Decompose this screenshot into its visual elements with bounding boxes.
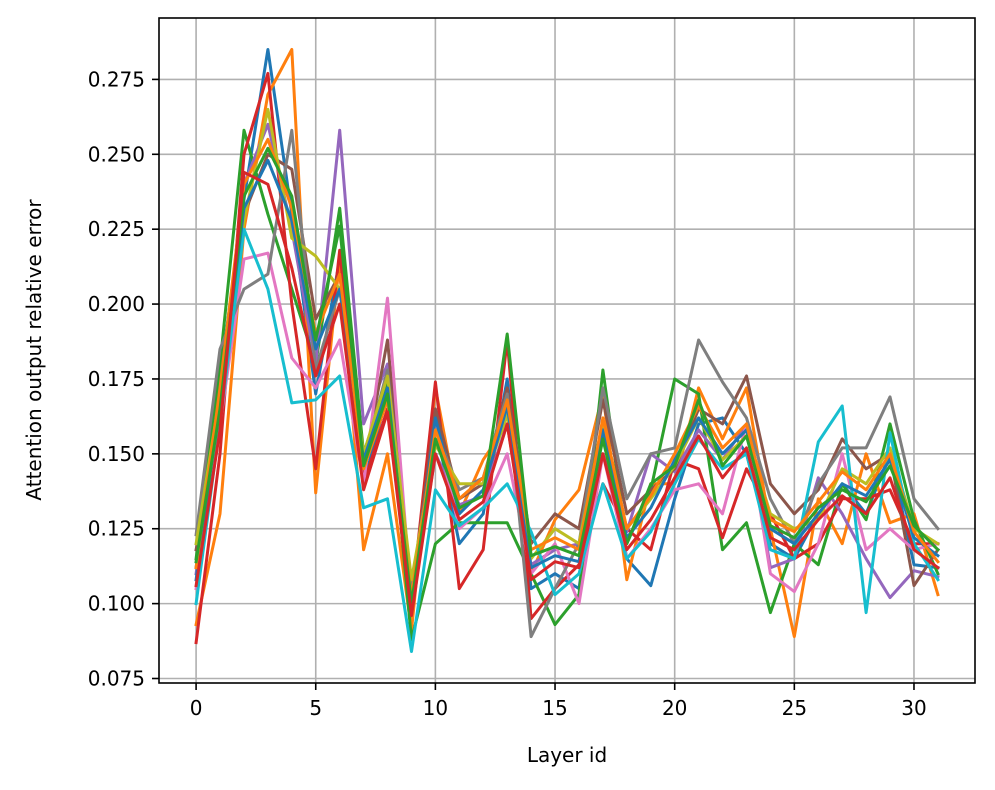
y-tick-label: 0.175 bbox=[88, 367, 145, 391]
series-line bbox=[194, 227, 940, 653]
y-tick-label: 0.150 bbox=[88, 442, 145, 466]
grid bbox=[159, 18, 975, 683]
y-tick-label: 0.200 bbox=[88, 292, 145, 316]
series-line bbox=[194, 251, 940, 606]
y-tick-label: 0.250 bbox=[88, 142, 145, 166]
y-tick-label: 0.075 bbox=[88, 667, 145, 691]
series-line bbox=[194, 146, 941, 606]
x-tick-label: 20 bbox=[662, 696, 687, 720]
y-tick-label: 0.100 bbox=[88, 592, 145, 616]
x-axis-label: Layer id bbox=[527, 743, 607, 767]
series-line bbox=[194, 158, 941, 612]
series-line bbox=[194, 170, 941, 618]
x-tick-label: 30 bbox=[901, 696, 926, 720]
series-lines bbox=[194, 48, 941, 653]
x-tick-label: 15 bbox=[542, 696, 567, 720]
y-tick-label: 0.275 bbox=[88, 67, 145, 91]
plot-frame bbox=[158, 17, 976, 684]
x-tick-label: 10 bbox=[423, 696, 448, 720]
y-tick-label: 0.225 bbox=[88, 217, 145, 241]
series-line bbox=[194, 107, 940, 582]
x-tick-label: 5 bbox=[309, 696, 322, 720]
y-axis-ticks: 0.075 0.100 0.125 0.150 0.175 0.200 0.225 0.250… bbox=[88, 67, 159, 691]
y-axis-label: Attention output relative error bbox=[22, 199, 46, 501]
series-line bbox=[194, 128, 941, 639]
y-tick-label: 0.125 bbox=[88, 517, 145, 541]
x-tick-label: 25 bbox=[782, 696, 807, 720]
x-tick-label: 0 bbox=[190, 696, 203, 720]
x-axis-ticks: 0 5 10 15 20 25 30 bbox=[190, 683, 927, 720]
